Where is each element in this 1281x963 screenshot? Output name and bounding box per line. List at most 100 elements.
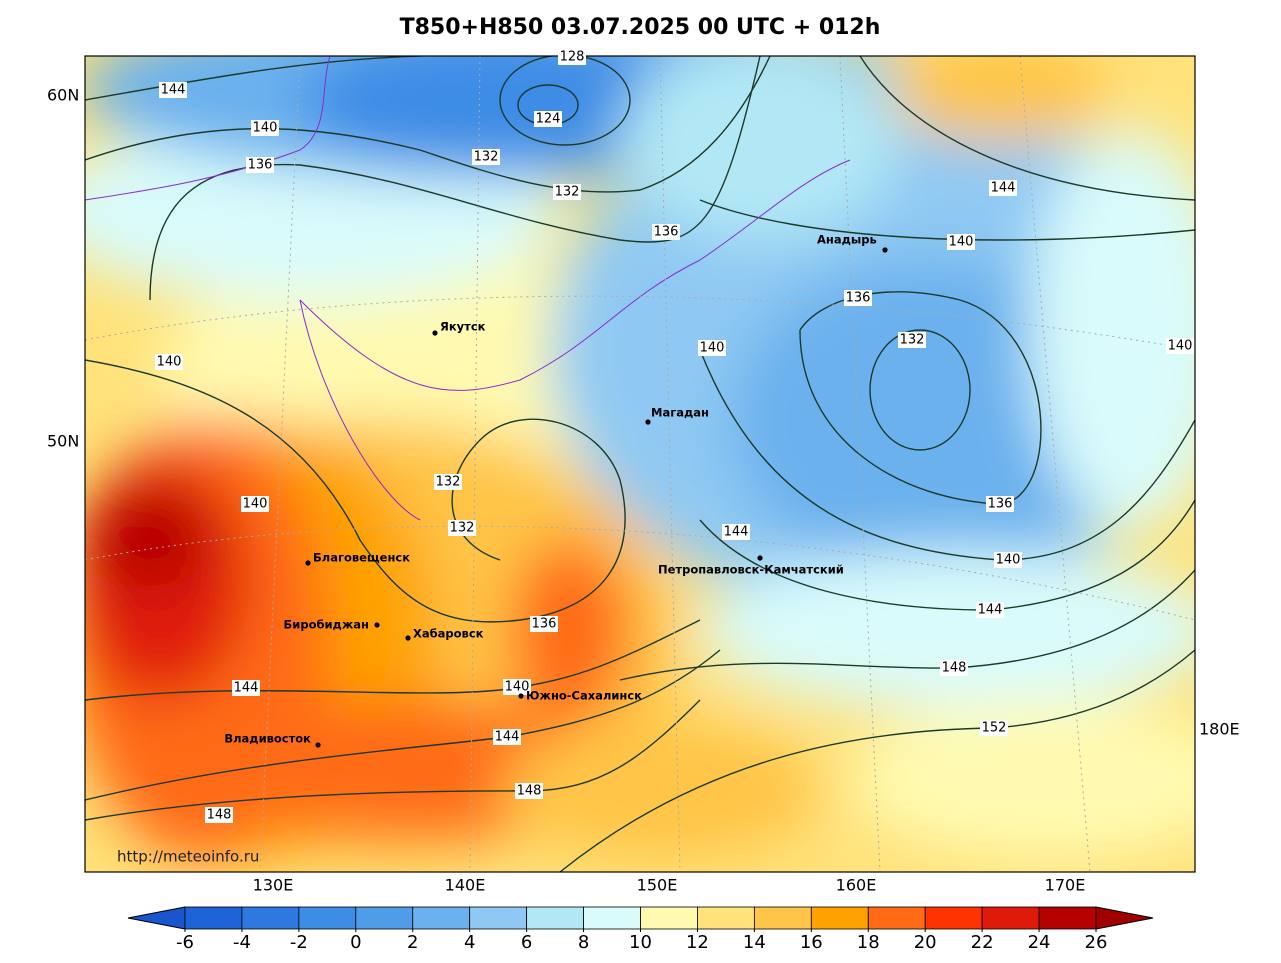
colorbar-box [981,906,1040,930]
contour-label-bg [448,520,476,536]
city-name: Петропавловск-Камчатский [658,563,844,577]
colorbar-box [184,906,243,930]
city-name: Владивосток [224,732,311,746]
colorbar-box [924,906,983,930]
lat-label: 60N [47,86,79,105]
city-dot [405,635,411,641]
colorbar-box [753,906,812,930]
city-name: Анадырь [817,233,877,247]
contour-label: 148 [942,661,967,676]
city-name: Благовещенск [313,551,410,565]
colorbar-box [469,906,528,930]
contour-label: 144 [991,181,1016,196]
colorbar-over [1095,906,1154,930]
colorbar-label: 14 [743,932,766,953]
colorbar-label: -2 [290,932,308,953]
colorbar-box [1038,906,1097,930]
contour-label: 140 [700,341,725,356]
contour-label-bg [515,783,543,799]
colorbar-box [412,906,471,930]
contour-label-bg [553,184,581,200]
colorbar-label: 16 [800,932,823,953]
contour-label-bg [652,224,680,240]
contour-label-bg [503,679,531,695]
borders [85,56,851,521]
city-dot [518,693,524,699]
contour-label-bg [976,602,1004,618]
contour-label-bg [947,234,975,250]
city-name: Южно-Сахалинск [526,689,642,703]
contour-label-bg [493,729,521,745]
city-dot [757,555,763,561]
colorbar-label: 0 [350,932,361,953]
colorbar-under [127,906,186,930]
contour-label: 144 [234,681,259,696]
colorbar-label: -6 [176,932,194,953]
colorbar-label: 24 [1028,932,1051,953]
contour-label: 132 [900,333,925,348]
colorbar-label: 20 [914,932,937,953]
lon-label: 140E [445,876,486,895]
contour-label: 144 [161,83,186,98]
lon-label: 130E [253,876,294,895]
city-dot [315,742,321,748]
colorbar-label: 8 [578,932,589,953]
colorbar-box [810,906,869,930]
contour-label-bg [844,290,872,306]
contour-label: 140 [505,680,530,695]
contour-label: 136 [248,158,273,173]
contour-label-bg [994,552,1022,568]
colorbar-box [241,906,300,930]
contour-label: 144 [495,730,520,745]
lon-label: 150E [637,876,678,895]
contour-label: 124 [536,112,561,127]
temperature-field [85,56,1195,872]
contour-label-bg [558,49,586,65]
contour-label: 132 [436,475,461,490]
city-name: Магадан [651,406,709,420]
credit: http://meteoinfo.ru [117,848,259,866]
contour-label-bg [986,496,1014,512]
title: T850+H850 03.07.2025 00 UTC + 012h [400,15,881,40]
contour-label: 132 [450,521,475,536]
contour-label-bg [940,660,968,676]
colorbar-label: 26 [1085,932,1108,953]
colorbar-box [697,906,755,930]
city-name: Хабаровск [413,627,484,641]
contour-label: 132 [555,185,580,200]
city-name: Якутск [440,320,486,334]
contour-label: 136 [846,291,871,306]
contour-label-bg [246,157,274,173]
contour-label-bg [980,720,1008,736]
colorbar-box [355,906,414,930]
contour-label-bg [472,149,500,165]
colorbar-box [526,906,584,930]
colorbar-label: -4 [233,932,251,953]
contour-label: 140 [253,121,278,136]
colorbar-label: 4 [464,932,475,953]
contour-label-bg [534,111,562,127]
contour-label-bg [722,524,750,540]
colorbar-box [583,906,641,930]
city-dot [882,247,888,253]
colorbar-label: 2 [407,932,418,953]
colorbar-box [640,906,698,930]
contour-label-bg [159,82,187,98]
contour-label-bg [530,616,558,632]
contours [85,56,1195,872]
colorbar-label: 12 [686,932,709,953]
contour-label: 136 [654,225,679,240]
contour-label-bg [989,180,1017,196]
contour-label: 148 [207,808,232,823]
lon-label: 180E [1199,720,1240,739]
colorbar-label: 6 [521,932,532,953]
contour-label: 140 [996,553,1021,568]
city-dot [645,419,651,425]
contour-label-bg [155,354,183,370]
contour-label-bg [205,807,233,823]
colorbar-label: 18 [857,932,880,953]
contour-label: 140 [949,235,974,250]
colorbar-box [867,906,926,930]
